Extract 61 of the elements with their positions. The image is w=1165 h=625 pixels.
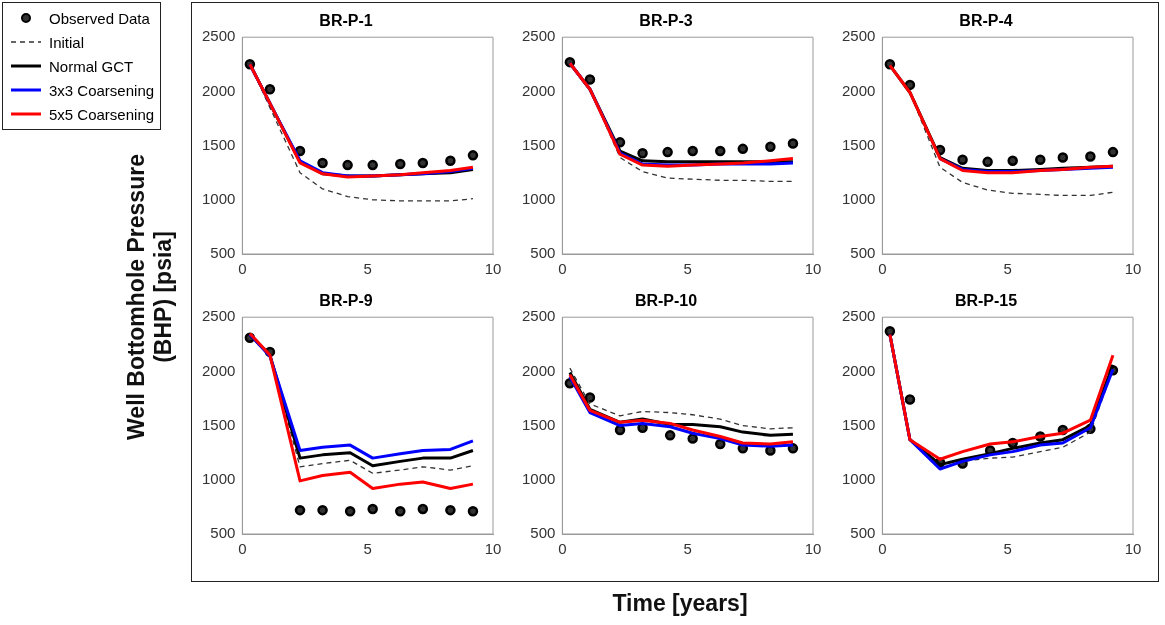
y-tick-label: 500 — [210, 524, 236, 542]
y-tick-label: 2000 — [201, 81, 236, 99]
y-tick-label: 2000 — [841, 81, 876, 99]
chart-title: BR-P-9 — [319, 292, 373, 310]
y-tick-label: 2000 — [201, 361, 236, 379]
x-tick-label: 5 — [1003, 260, 1012, 278]
y-tick-label: 2000 — [521, 81, 556, 99]
y-tick-label: 1500 — [841, 135, 876, 153]
x-tick-label: 0 — [558, 540, 567, 558]
x-tick-label: 0 — [558, 260, 567, 278]
x-tick-label: 0 — [878, 260, 887, 278]
y-tick-label: 2000 — [841, 361, 876, 379]
y-tick-label: 2500 — [201, 27, 236, 45]
x-tick-label: 10 — [804, 540, 822, 558]
x-tick-label: 10 — [484, 260, 502, 278]
y-tick-label: 500 — [850, 244, 876, 262]
x-tick-label: 10 — [484, 540, 502, 558]
y-tick-label: 1500 — [521, 415, 556, 433]
x-tick-label: 5 — [1003, 540, 1012, 558]
y-tick-label: 1000 — [201, 189, 236, 207]
y-tick-label: 1500 — [201, 415, 236, 433]
x-tick-label: 5 — [683, 540, 692, 558]
y-tick-label: 2500 — [521, 27, 556, 45]
y-tick-label: 500 — [850, 524, 876, 542]
y-tick-label: 1500 — [201, 135, 236, 153]
y-tick-label: 2000 — [521, 361, 556, 379]
x-tick-label: 10 — [1124, 260, 1142, 278]
x-axis-title: Time [years] — [611, 590, 749, 617]
x-tick-label: 5 — [683, 260, 692, 278]
y-tick-label: 1500 — [521, 135, 556, 153]
legend-label: Initial — [49, 33, 85, 51]
y-tick-label: 1000 — [521, 469, 556, 487]
chart-title: BR-P-15 — [954, 292, 1018, 310]
y-tick-label: 2500 — [841, 27, 876, 45]
y-tick-label: 1000 — [841, 189, 876, 207]
y-tick-label: 2500 — [841, 307, 876, 325]
x-tick-label: 5 — [363, 540, 372, 558]
y-tick-label: 1000 — [521, 189, 556, 207]
y-tick-label: 1500 — [841, 415, 876, 433]
x-tick-label: 5 — [363, 260, 372, 278]
y-axis-title: Well Bottomhole Pressure (BHP) [psia] — [123, 153, 177, 442]
chart-title: BR-P-10 — [634, 292, 698, 310]
x-tick-label: 10 — [1124, 540, 1142, 558]
y-tick-label: 500 — [210, 244, 236, 262]
y-tick-label: 1000 — [201, 469, 236, 487]
legend-label: Normal GCT — [49, 57, 134, 75]
x-tick-label: 0 — [238, 540, 247, 558]
y-tick-label: 2500 — [201, 307, 236, 325]
chart-title: BR-P-4 — [959, 12, 1013, 30]
chart-title: BR-P-3 — [639, 12, 693, 30]
legend-label: 5x5 Coarsening — [49, 105, 155, 123]
y-tick-label: 1000 — [841, 469, 876, 487]
x-tick-label: 0 — [238, 260, 247, 278]
legend-label: 3x3 Coarsening — [49, 81, 155, 99]
y-tick-label: 2500 — [521, 307, 556, 325]
x-tick-label: 10 — [804, 260, 822, 278]
y-tick-label: 500 — [530, 244, 556, 262]
x-tick-label: 0 — [878, 540, 887, 558]
legend-label: Observed Data — [49, 9, 150, 27]
chart-title: BR-P-1 — [319, 12, 373, 30]
y-tick-label: 500 — [530, 524, 556, 542]
